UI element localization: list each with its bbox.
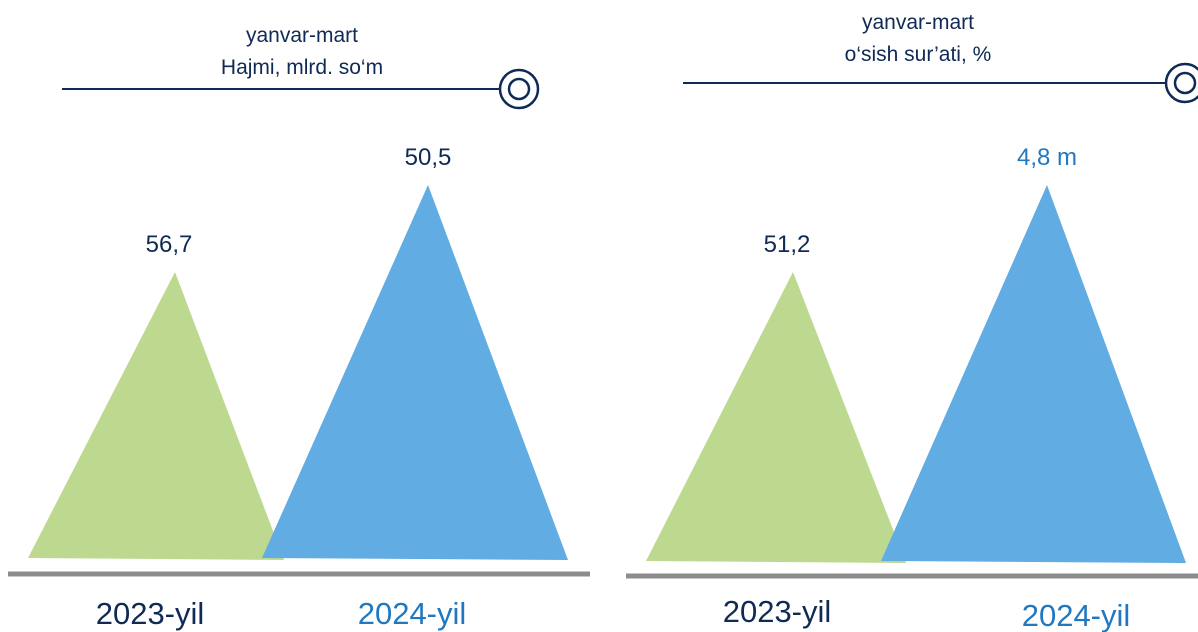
chart-right-title-line2: o‘sish sur’ati, % [845,43,992,66]
chart-left: yanvar-mart Hajmi, mlrd. so‘m 56,7 50,5 … [8,24,590,631]
data-label-2024-volume: 50,5 [405,144,452,171]
category-label-2023: 2023-yil [96,596,205,631]
category-label-2023: 2023-yil [723,594,832,629]
chart-right: yanvar-mart o‘sish sur’ati, % 51,2 4,8 m… [626,11,1198,632]
target-icon [498,68,540,110]
data-label-2023-volume: 56,7 [146,231,193,258]
bar-2023-growth [646,272,906,563]
data-label-2024-growth: 4,8 m [1017,144,1077,171]
category-label-2024: 2024-yil [1022,598,1131,632]
chart-right-title-line1: yanvar-mart [862,11,974,34]
category-label-2024: 2024-yil [358,596,467,631]
bar-2023-volume [28,272,284,560]
chart-left-title-line2: Hajmi, mlrd. so‘m [221,56,383,79]
bar-2024-growth [881,185,1186,563]
target-icon [1164,62,1198,104]
bar-2024-volume [262,185,568,560]
data-label-2023-growth: 51,2 [764,231,811,258]
chart-left-title-line1: yanvar-mart [246,24,358,47]
